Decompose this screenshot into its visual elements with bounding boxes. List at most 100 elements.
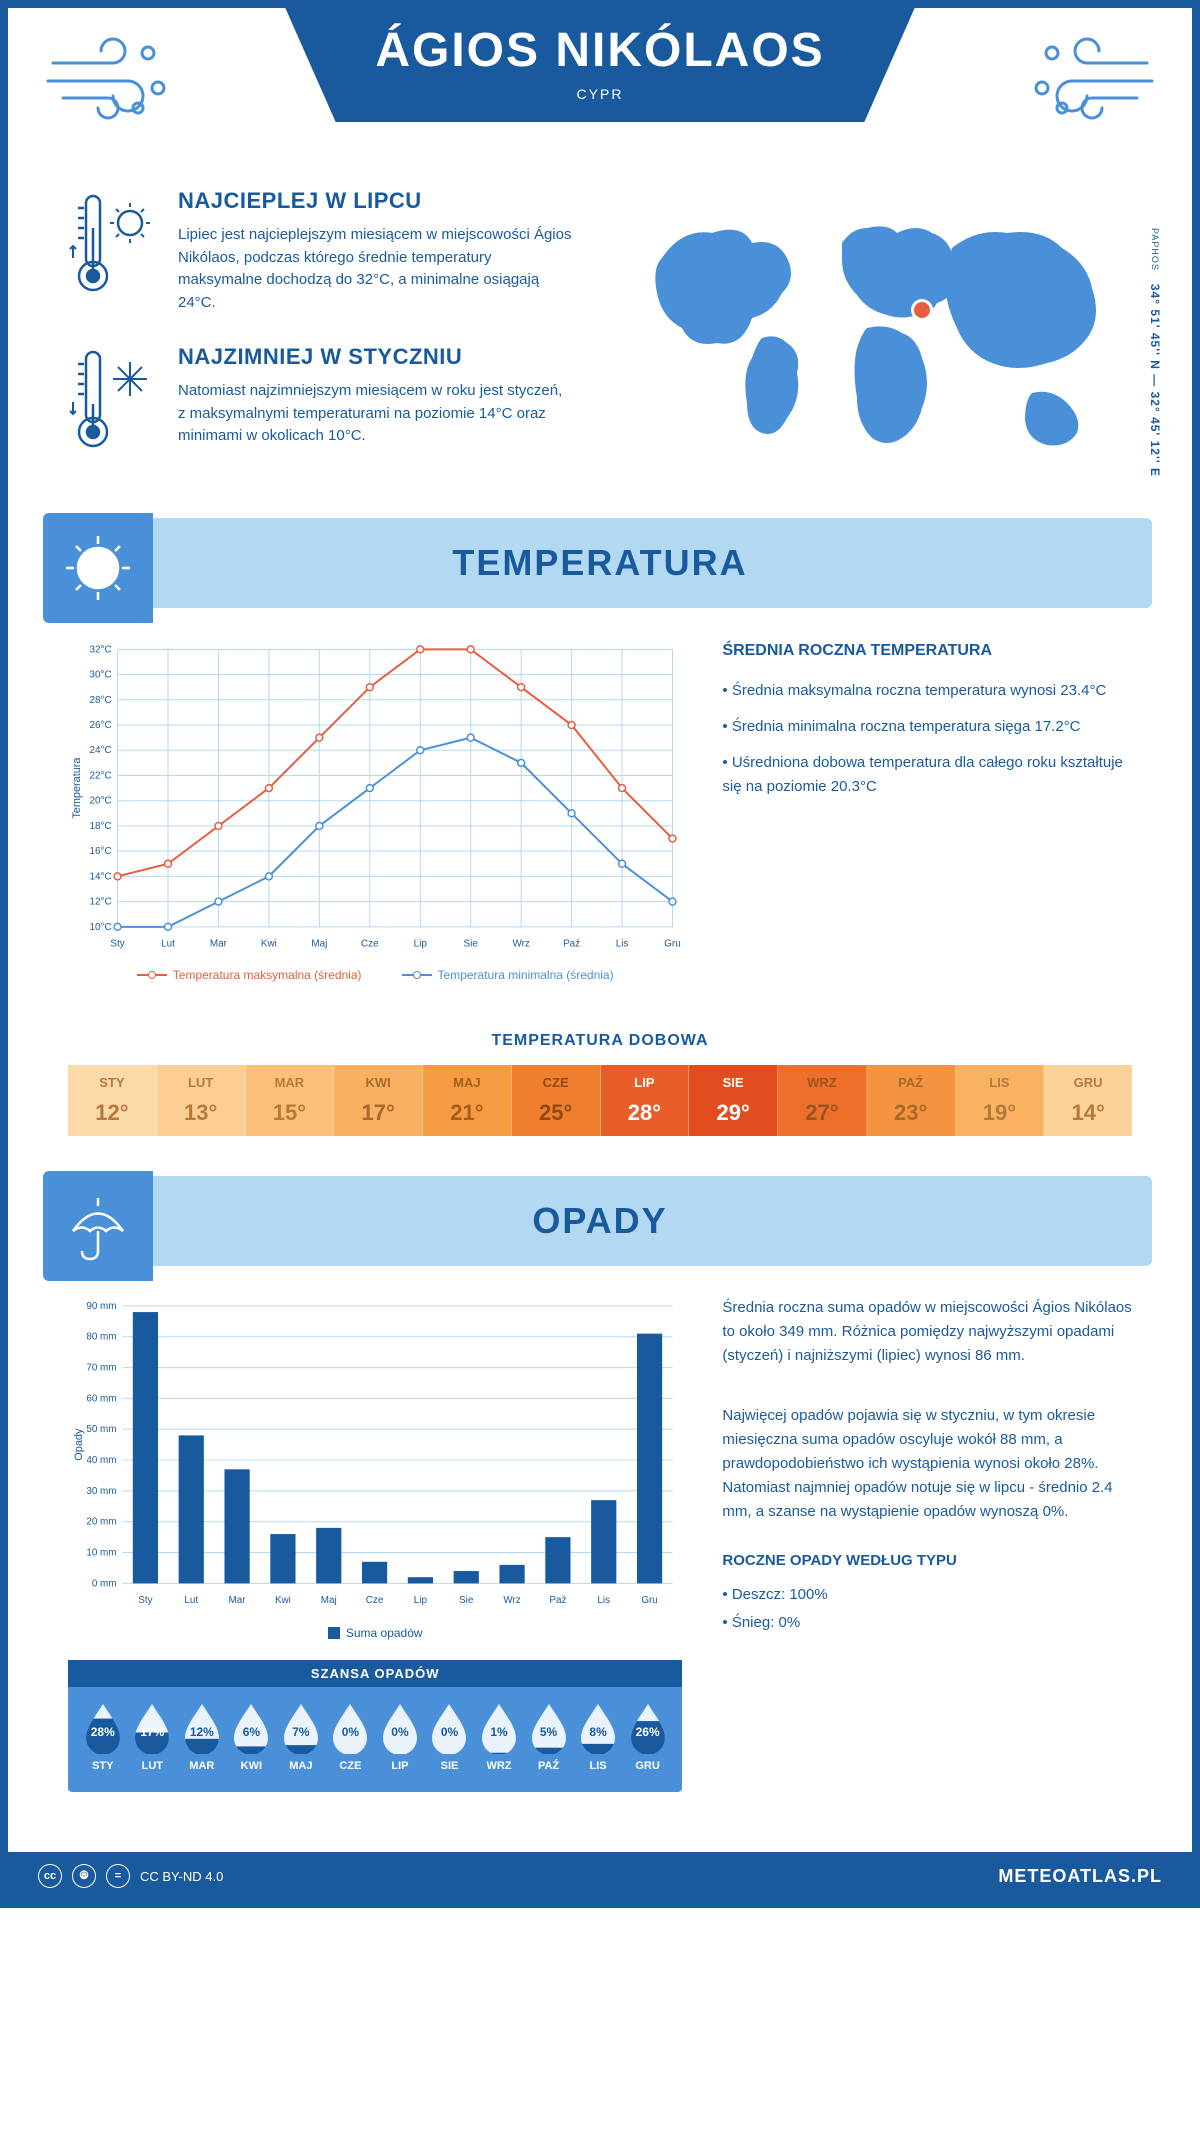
by-icon: 🞋 — [72, 1864, 96, 1888]
svg-text:Wrz: Wrz — [512, 939, 529, 950]
svg-text:Paź: Paź — [549, 1595, 566, 1606]
svg-text:Wrz: Wrz — [503, 1595, 520, 1606]
precip-para: Najwięcej opadów pojawia się w styczniu,… — [722, 1404, 1132, 1524]
svg-text:90 mm: 90 mm — [86, 1301, 116, 1312]
thermometer-sun-icon — [68, 188, 158, 298]
svg-text:12°C: 12°C — [89, 897, 111, 908]
map-column: PAPHOS 34° 51' 45'' N — 32° 45' 12'' E — [612, 188, 1132, 488]
heat-cell: LIP28° — [601, 1065, 690, 1136]
footer-site: METEOATLAS.PL — [998, 1866, 1162, 1887]
chance-cell: 0% CZE — [326, 1702, 376, 1772]
svg-text:10 mm: 10 mm — [86, 1548, 116, 1559]
svg-text:14°C: 14°C — [89, 871, 111, 882]
svg-text:0 mm: 0 mm — [92, 1578, 117, 1589]
svg-text:30 mm: 30 mm — [86, 1486, 116, 1497]
precip-para: Średnia roczna suma opadów w miejscowośc… — [722, 1296, 1132, 1368]
svg-text:20 mm: 20 mm — [86, 1517, 116, 1528]
city-title: ÁGIOS NIKÓLAOS — [375, 23, 824, 78]
wind-icon — [1017, 33, 1157, 123]
svg-text:Temperatura: Temperatura — [71, 757, 83, 819]
heat-cell: WRZ27° — [778, 1065, 867, 1136]
chance-cell: 5% PAŹ — [524, 1702, 574, 1772]
country-subtitle: CYPR — [375, 86, 824, 102]
sun-icon — [43, 513, 153, 623]
svg-text:Sie: Sie — [459, 1595, 474, 1606]
umbrella-icon — [43, 1171, 153, 1281]
svg-text:Sty: Sty — [138, 1595, 152, 1606]
svg-text:22°C: 22°C — [89, 770, 111, 781]
temp-chart: 10°C12°C14°C16°C18°C20°C22°C24°C26°C28°C… — [68, 638, 682, 982]
precip-summary: Średnia roczna suma opadów w miejscowośc… — [722, 1296, 1132, 1792]
chance-cell: 7% MAJ — [276, 1702, 326, 1772]
footer: cc 🞋 = CC BY-ND 4.0 METEOATLAS.PL — [8, 1852, 1192, 1900]
legend-precip: Suma opadów — [328, 1626, 423, 1640]
svg-text:28°C: 28°C — [89, 695, 111, 706]
precip-types-title: ROCZNE OPADY WEDŁUG TYPU — [722, 1549, 1132, 1573]
chance-cell: 1% WRZ — [474, 1702, 524, 1772]
license-text: CC BY-ND 4.0 — [140, 1869, 223, 1884]
svg-text:70 mm: 70 mm — [86, 1363, 116, 1374]
svg-text:Sie: Sie — [464, 939, 479, 950]
section-header-temp: TEMPERATURA — [48, 518, 1152, 608]
chance-cell: 26% GRU — [623, 1702, 673, 1772]
svg-text:Mar: Mar — [229, 1595, 247, 1606]
svg-text:32°C: 32°C — [89, 644, 111, 655]
footer-license: cc 🞋 = CC BY-ND 4.0 — [38, 1864, 223, 1888]
heat-cell: MAR15° — [246, 1065, 335, 1136]
svg-text:24°C: 24°C — [89, 745, 111, 756]
svg-text:Lis: Lis — [616, 939, 629, 950]
nd-icon: = — [106, 1864, 130, 1888]
svg-text:Opady: Opady — [73, 1428, 85, 1461]
fact-text: Natomiast najzimniejszym miesiącem w rok… — [178, 380, 572, 448]
fact-warmest: NAJCIEPLEJ W LIPCU Lipiec jest najcieple… — [68, 188, 572, 314]
heat-cell: LUT13° — [157, 1065, 246, 1136]
section-title: TEMPERATURA — [452, 542, 747, 584]
section-header-precip: OPADY — [48, 1176, 1152, 1266]
svg-text:Lip: Lip — [414, 939, 428, 950]
svg-text:60 mm: 60 mm — [86, 1393, 116, 1404]
world-map — [612, 188, 1132, 488]
cc-icon: cc — [38, 1864, 62, 1888]
heat-cell: MAJ21° — [423, 1065, 512, 1136]
svg-text:Lip: Lip — [414, 1595, 428, 1606]
svg-text:16°C: 16°C — [89, 846, 111, 857]
svg-text:Lut: Lut — [184, 1595, 198, 1606]
svg-text:Gru: Gru — [641, 1595, 658, 1606]
daily-temp-row: STY12°LUT13°MAR15°KWI17°MAJ21°CZE25°LIP2… — [68, 1065, 1132, 1136]
fact-content: NAJZIMNIEJ W STYCZNIU Natomiast najzimni… — [178, 344, 572, 454]
precip-chart-area: 0 mm10 mm20 mm30 mm40 mm50 mm60 mm70 mm8… — [68, 1296, 682, 1792]
heat-cell: GRU14° — [1044, 1065, 1132, 1136]
svg-text:Lut: Lut — [161, 939, 175, 950]
page: ÁGIOS NIKÓLAOS CYPR — [0, 0, 1200, 1908]
chance-box: SZANSA OPADÓW 28% STY 17% LUT — [68, 1660, 682, 1792]
wind-icon — [43, 33, 183, 123]
chance-cell: 0% LIP — [375, 1702, 425, 1772]
fact-coldest: NAJZIMNIEJ W STYCZNIU Natomiast najzimni… — [68, 344, 572, 454]
heat-cell: CZE25° — [512, 1065, 601, 1136]
svg-text:Paź: Paź — [563, 939, 580, 950]
chance-title: SZANSA OPADÓW — [68, 1660, 682, 1687]
chance-cell: 8% LIS — [573, 1702, 623, 1772]
svg-text:Mar: Mar — [210, 939, 228, 950]
daily-temp-title: TEMPERATURA DOBOWA — [8, 1032, 1192, 1050]
header: ÁGIOS NIKÓLAOS CYPR — [8, 8, 1192, 168]
svg-text:26°C: 26°C — [89, 720, 111, 731]
svg-text:Maj: Maj — [311, 939, 327, 950]
temp-bullet: • Uśredniona dobowa temperatura dla całe… — [722, 751, 1132, 799]
temp-bullet: • Średnia maksymalna roczna temperatura … — [722, 679, 1132, 703]
svg-text:Cze: Cze — [366, 1595, 384, 1606]
svg-text:Cze: Cze — [361, 939, 379, 950]
chance-row: 28% STY 17% LUT 12% MAR — [68, 1687, 682, 1777]
temp-summary: ŚREDNIA ROCZNA TEMPERATURA • Średnia mak… — [722, 638, 1132, 982]
thermometer-snow-icon — [68, 344, 158, 454]
temp-legend: Temperatura maksymalna (średnia) Tempera… — [68, 968, 682, 982]
fact-title: NAJCIEPLEJ W LIPCU — [178, 188, 572, 214]
precip-types: ROCZNE OPADY WEDŁUG TYPU • Deszcz: 100% … — [722, 1549, 1132, 1635]
svg-text:Maj: Maj — [321, 1595, 337, 1606]
heat-cell: PAŹ23° — [867, 1065, 956, 1136]
heat-cell: LIS19° — [956, 1065, 1045, 1136]
svg-text:Kwi: Kwi — [261, 939, 277, 950]
precip-chart-row: 0 mm10 mm20 mm30 mm40 mm50 mm60 mm70 mm8… — [8, 1296, 1192, 1822]
precip-type-snow: • Śnieg: 0% — [722, 1611, 1132, 1635]
svg-text:Lis: Lis — [597, 1595, 610, 1606]
